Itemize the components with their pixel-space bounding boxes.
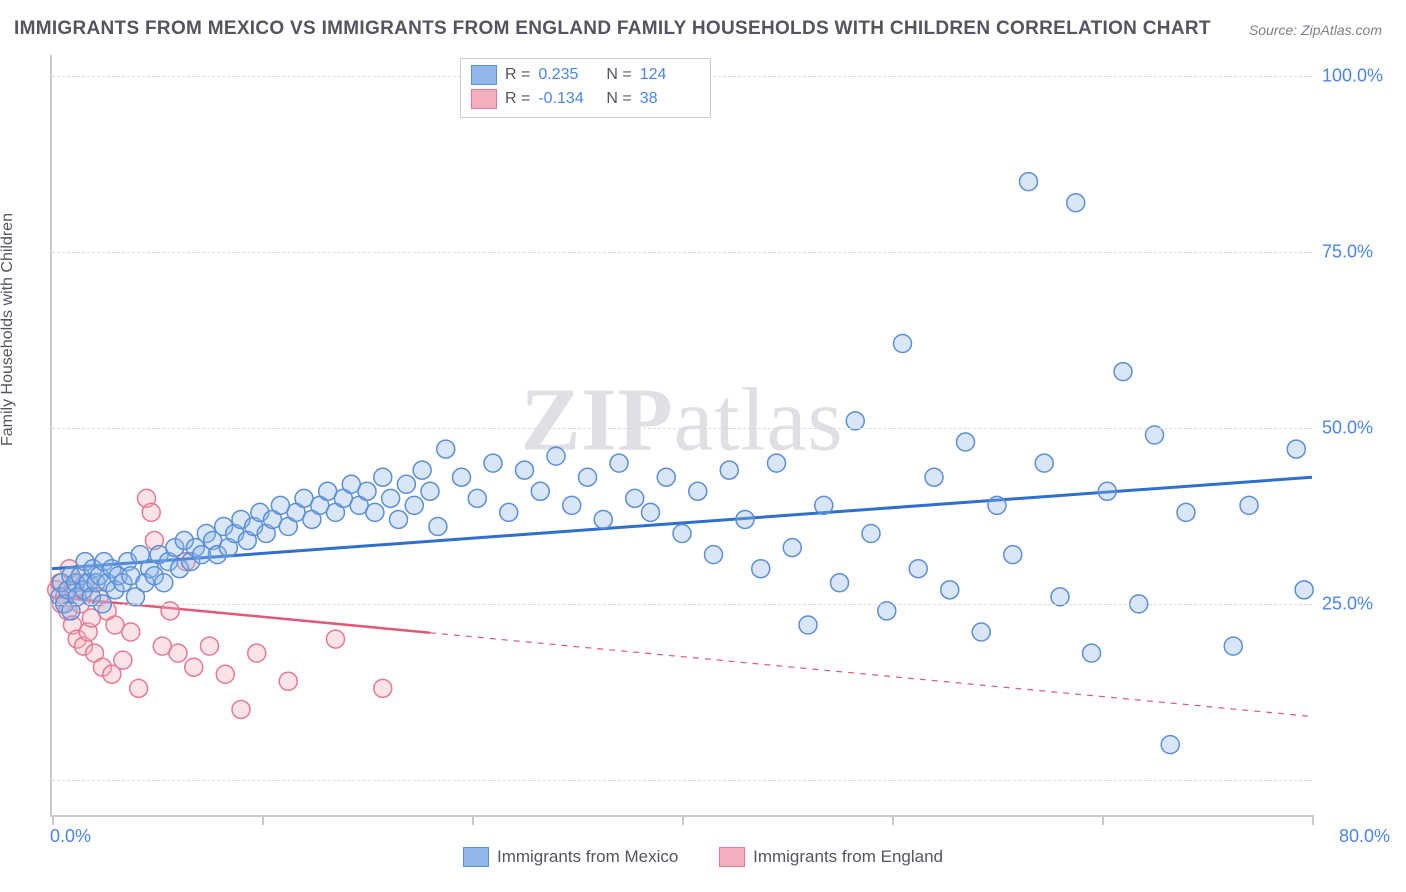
n-label: N =	[606, 87, 631, 111]
y-axis-label: Family Households with Children	[0, 213, 17, 446]
r-label: R =	[505, 87, 530, 111]
y-tick-label: 75.0%	[1322, 242, 1392, 263]
n-value-england: 38	[640, 87, 700, 111]
swatch-mexico-bottom	[463, 847, 489, 867]
swatch-england	[471, 89, 497, 109]
chart-title: IMMIGRANTS FROM MEXICO VS IMMIGRANTS FRO…	[14, 18, 1211, 40]
y-tick-label: 100.0%	[1322, 66, 1392, 87]
y-tick-label: 50.0%	[1322, 417, 1392, 438]
legend-label-mexico: Immigrants from Mexico	[497, 847, 678, 867]
r-value-england: -0.134	[538, 87, 598, 111]
r-label: R =	[505, 63, 530, 87]
plot-svg	[52, 55, 1312, 815]
correlation-legend: R = 0.235 N = 124 R = -0.134 N = 38	[460, 58, 711, 118]
correlation-row-mexico: R = 0.235 N = 124	[471, 63, 700, 87]
n-value-mexico: 124	[640, 63, 700, 87]
r-value-mexico: 0.235	[538, 63, 598, 87]
y-tick-label: 25.0%	[1322, 593, 1392, 614]
x-tick-label: 80.0%	[1339, 826, 1390, 847]
x-tick-label: 0.0%	[50, 826, 91, 847]
plot-area: ZIPatlas 25.0%50.0%75.0%100.0%0.0%80.0%	[50, 55, 1312, 817]
n-label: N =	[606, 63, 631, 87]
legend-label-england: Immigrants from England	[753, 847, 943, 867]
legend-item-england: Immigrants from England	[719, 847, 943, 867]
series-legend: Immigrants from Mexico Immigrants from E…	[0, 847, 1406, 872]
legend-item-mexico: Immigrants from Mexico	[463, 847, 678, 867]
correlation-row-england: R = -0.134 N = 38	[471, 87, 700, 111]
source-attribution: Source: ZipAtlas.com	[1249, 22, 1382, 38]
swatch-mexico	[471, 65, 497, 85]
swatch-england-bottom	[719, 847, 745, 867]
